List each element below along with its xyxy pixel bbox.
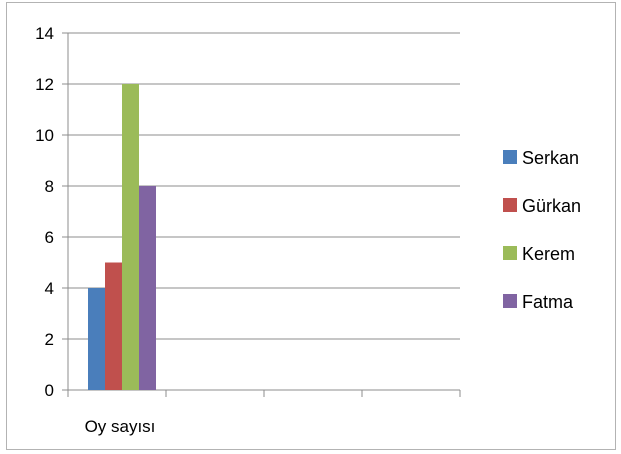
legend-swatch — [503, 150, 517, 164]
legend-label: Serkan — [522, 148, 579, 168]
bar-kerem — [122, 84, 139, 390]
bar-fatma — [139, 186, 156, 390]
y-tick-label: 12 — [35, 75, 54, 94]
axes: 0 2 4 6 8 10 12 14 Oy sayısı — [35, 24, 461, 436]
y-tick-label: 8 — [45, 177, 54, 196]
legend-label: Kerem — [522, 244, 575, 264]
legend-swatch — [503, 294, 517, 308]
legend: Serkan Gürkan Kerem Fatma — [503, 148, 581, 312]
y-tick-label: 4 — [45, 279, 54, 298]
legend-label: Fatma — [522, 292, 574, 312]
legend-swatch — [503, 198, 517, 212]
bar-serkan — [88, 288, 105, 390]
y-tick-label: 10 — [35, 126, 54, 145]
x-category-label: Oy sayısı — [85, 417, 156, 436]
legend-label: Gürkan — [522, 196, 581, 216]
y-tick-label: 2 — [45, 330, 54, 349]
y-tick-label: 14 — [35, 24, 54, 43]
y-tick-label: 6 — [45, 228, 54, 247]
legend-swatch — [503, 246, 517, 260]
bar-gürkan — [105, 262, 122, 390]
bars — [88, 84, 156, 390]
y-tick-label: 0 — [45, 381, 54, 400]
